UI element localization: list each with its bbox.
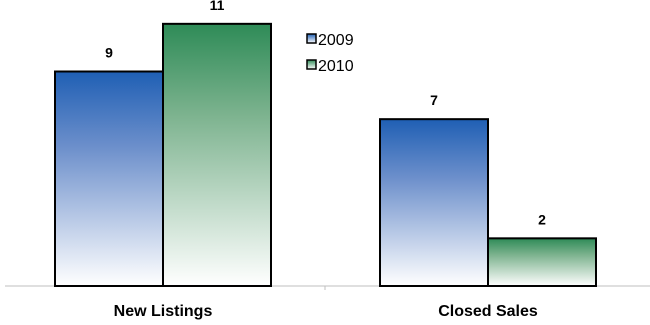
- data-label-closed-sales-2009: 7: [430, 92, 438, 108]
- bar-new-listings-2009: [54, 70, 164, 287]
- bar-closed-sales-2010: [487, 237, 597, 287]
- bar-new-listings-2010: [162, 22, 272, 287]
- data-label-closed-sales-2010: 2: [538, 211, 546, 227]
- category-labels-group: New Listings Closed Sales: [114, 303, 538, 320]
- legend-label-2010: 2010: [318, 58, 354, 75]
- bars-group: [54, 22, 597, 287]
- data-label-new-listings-2010: 11: [210, 0, 225, 13]
- category-label-new-listings: New Listings: [114, 303, 213, 320]
- legend: 2009 2010: [306, 32, 354, 75]
- legend-swatch-2009: [306, 33, 317, 44]
- legend-label-2009: 2009: [318, 32, 354, 49]
- bar-closed-sales-2009: [379, 118, 489, 287]
- value-labels-group: 9 11 7 2: [105, 0, 546, 227]
- data-label-new-listings-2009: 9: [105, 45, 113, 61]
- category-label-closed-sales: Closed Sales: [438, 303, 538, 320]
- legend-swatch-2010: [306, 59, 317, 70]
